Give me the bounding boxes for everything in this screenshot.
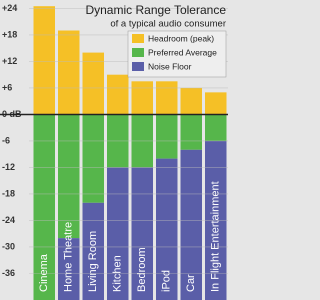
category-label: Bedroom <box>136 247 148 292</box>
y-tick-label: -30 <box>2 241 15 251</box>
chart: Cinema Home Theatre Living Room Kitchen Bedr… <box>0 2 228 300</box>
bar-noise-floor <box>82 202 104 300</box>
bar-noise-floor <box>180 149 202 300</box>
y-tick-label: +24 <box>2 3 17 13</box>
bar-preferred-average <box>82 114 104 203</box>
legend-label: Preferred Average <box>148 47 217 57</box>
y-tick-label: -18 <box>2 188 15 198</box>
bar-noise-floor <box>131 167 153 300</box>
category-label: Home Theatre <box>63 222 75 292</box>
legend-box <box>127 30 227 78</box>
bar-headroom <box>180 87 202 115</box>
y-tick-label: -12 <box>2 162 15 172</box>
legend-label: Noise Floor <box>148 61 192 71</box>
chart-subtitle: of a typical audio consumer <box>110 19 226 30</box>
category-label: In Flight Entertainment <box>210 181 222 292</box>
legend-label: Headroom (peak) <box>148 33 214 43</box>
bar-headroom <box>58 30 80 115</box>
bar-preferred-average <box>180 114 202 150</box>
bar-preferred-average <box>33 114 55 300</box>
bar-headroom <box>131 81 153 115</box>
bar-headroom <box>82 52 104 115</box>
y-tick-label: +12 <box>2 56 17 66</box>
bar-noise-floor <box>107 167 129 300</box>
bar-headroom <box>107 74 129 115</box>
y-tick-label: +6 <box>2 82 12 92</box>
category-label: iPod <box>161 270 173 292</box>
legend-swatch <box>132 62 144 71</box>
bar-preferred-average <box>58 114 80 239</box>
y-tick-label: -36 <box>2 268 15 278</box>
legend-swatch <box>132 48 144 57</box>
chart-title: Dynamic Range Tolerance <box>85 3 226 17</box>
category-label: Living Room <box>87 231 99 292</box>
y-tick-label: -24 <box>2 215 15 225</box>
legend-swatch <box>132 34 144 43</box>
bar-preferred-average <box>156 114 178 159</box>
bar-headroom <box>33 6 55 115</box>
y-tick-label: +18 <box>2 29 17 39</box>
bar-headroom <box>205 92 227 115</box>
y-tick-label: -6 <box>2 135 10 145</box>
bar-headroom <box>156 81 178 115</box>
bar-noise-floor <box>58 238 80 300</box>
category-label: Car <box>185 274 197 292</box>
bar-preferred-average <box>205 114 227 141</box>
category-label: Cinema <box>38 253 50 292</box>
